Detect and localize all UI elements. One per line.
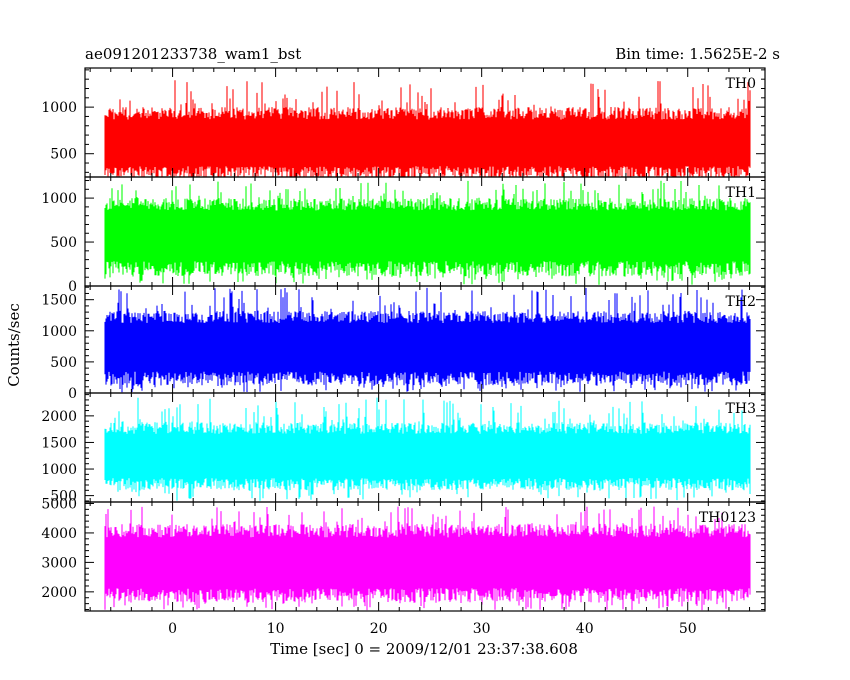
y-tick-label: 5000 [41, 496, 77, 512]
y-tick-label: 1500 [41, 435, 77, 451]
x-tick-label: 10 [267, 621, 285, 637]
series-line-th0123 [104, 506, 751, 611]
series-line-th0 [104, 80, 751, 177]
y-tick-label: 2000 [41, 409, 77, 425]
y-tick-label: 500 [50, 355, 77, 371]
series-label-th3: TH3 [726, 401, 756, 417]
x-tick-label: 40 [576, 621, 594, 637]
series-line-th2 [104, 287, 751, 393]
x-tick-label: 30 [473, 621, 491, 637]
y-tick-label: 1500 [41, 293, 77, 309]
observation-id-title: ae091201233738_wam1_bst [85, 45, 301, 63]
y-tick-label: 1000 [41, 100, 77, 116]
y-tick-label: 1000 [41, 191, 77, 207]
y-tick-label: 3000 [41, 555, 77, 571]
x-axis-label: Time [sec] 0 = 2009/12/01 23:37:38.608 [270, 640, 578, 658]
x-tick-label: 20 [370, 621, 388, 637]
y-axis-label: Counts/sec [5, 303, 23, 387]
series-label-th1: TH1 [726, 185, 756, 201]
series-label-th2: TH2 [726, 294, 756, 310]
y-tick-label: 4000 [41, 526, 77, 542]
y-tick-label: 0 [68, 386, 77, 402]
y-tick-label: 2000 [41, 585, 77, 601]
y-tick-label: 500 [50, 489, 77, 505]
x-tick-label: 0 [168, 621, 177, 637]
y-tick-label: 500 [50, 235, 77, 251]
series-line-th3 [104, 397, 751, 501]
bin-time-title: Bin time: 1.5625E-2 s [615, 45, 780, 63]
y-tick-label: 500 [50, 147, 77, 163]
y-tick-label: 1000 [41, 324, 77, 340]
series-line-th1 [104, 180, 751, 285]
x-tick-label: 50 [679, 621, 697, 637]
y-tick-label: 1000 [41, 462, 77, 478]
series-label-th0: TH0 [726, 76, 756, 92]
y-tick-label: 0 [68, 279, 77, 295]
series-label-th0123: TH0123 [699, 510, 756, 526]
